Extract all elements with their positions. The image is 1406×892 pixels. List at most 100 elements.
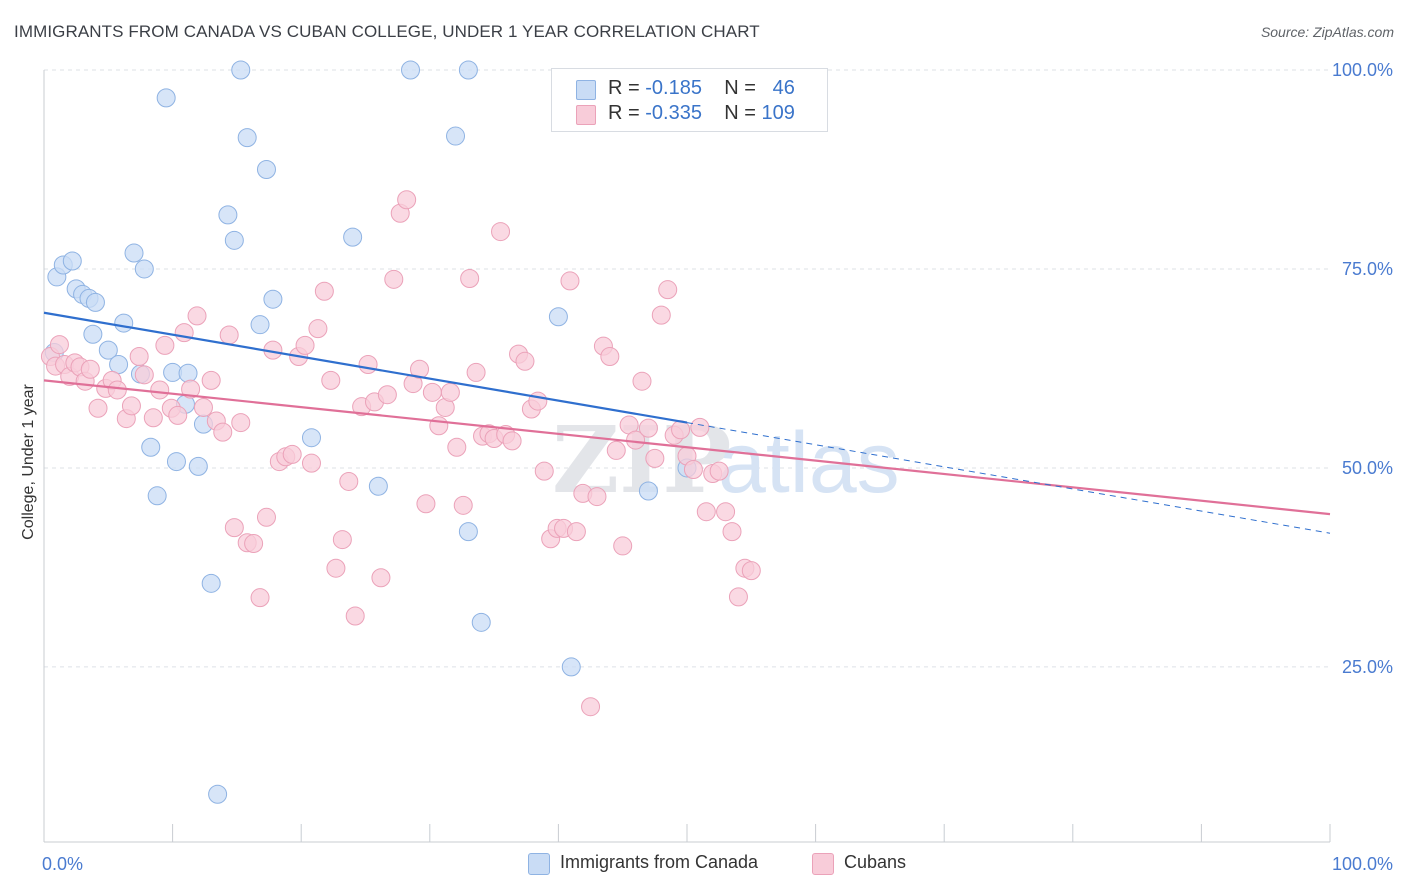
data-point: [218, 205, 238, 225]
data-point: [326, 558, 346, 578]
data-point: [683, 460, 703, 480]
data-point: [88, 398, 108, 418]
data-point: [168, 405, 188, 425]
data-point: [741, 561, 761, 581]
source-credit: Source: ZipAtlas.com: [1260, 24, 1394, 40]
data-point: [244, 534, 264, 554]
data-point: [188, 456, 208, 476]
data-point: [109, 354, 129, 374]
data-point: [147, 486, 167, 506]
data-point: [49, 335, 69, 355]
data-point: [345, 606, 365, 626]
data-point: [728, 587, 748, 607]
data-point: [343, 227, 363, 247]
legend-swatch-canada: [576, 80, 596, 100]
data-point: [658, 280, 678, 300]
data-point: [282, 444, 302, 464]
legend-n-value: 46: [772, 77, 795, 99]
data-point: [447, 437, 467, 457]
legend-swatch-canada: [528, 853, 550, 875]
chart-title: IMMIGRANTS FROM CANADA VS CUBAN COLLEGE,…: [14, 22, 760, 41]
data-point: [208, 784, 228, 804]
data-point: [80, 359, 100, 379]
grid-lines: [44, 69, 1330, 668]
axes: [43, 70, 1331, 843]
legend-n-label: N =: [724, 102, 762, 124]
data-point: [231, 413, 251, 433]
data-point: [187, 306, 207, 326]
legend-n-value: 109: [761, 102, 795, 124]
data-point: [250, 588, 270, 608]
data-point: [250, 315, 270, 335]
data-point: [150, 380, 170, 400]
data-point: [502, 431, 522, 451]
data-point: [308, 319, 328, 339]
data-point: [613, 536, 633, 556]
data-point: [219, 325, 239, 345]
data-point: [548, 307, 568, 327]
data-point: [446, 126, 466, 146]
data-point: [213, 422, 233, 442]
data-point: [458, 522, 478, 542]
data-point: [466, 362, 486, 382]
legend-swatch-cubans: [576, 105, 596, 125]
data-point: [560, 271, 580, 291]
data-point: [155, 335, 175, 355]
series-legend: Immigrants from Canada Cubans: [0, 850, 1406, 880]
y-axis-label: College, Under 1 year: [20, 384, 37, 540]
data-point: [134, 259, 154, 279]
legend-row-cubans: R = -0.335 N = 109: [552, 102, 827, 126]
data-point: [107, 380, 127, 400]
data-point: [224, 518, 244, 538]
data-point: [358, 354, 378, 374]
data-point: [98, 340, 118, 360]
data-point: [121, 396, 141, 416]
data-point: [201, 370, 221, 390]
legend-r-value: -0.335: [645, 102, 702, 124]
data-point: [237, 128, 257, 148]
data-point: [600, 347, 620, 367]
data-point: [231, 60, 251, 80]
data-point: [156, 88, 176, 108]
data-point: [193, 397, 213, 417]
data-point: [645, 448, 665, 468]
data-point: [690, 417, 710, 437]
data-point: [709, 461, 729, 481]
data-point: [256, 159, 276, 179]
data-point: [651, 305, 671, 325]
data-point: [339, 471, 359, 491]
data-point: [166, 452, 186, 472]
data-point: [295, 335, 315, 355]
data-point: [638, 418, 658, 438]
legend-swatch-cubans: [812, 853, 834, 875]
data-point: [410, 359, 430, 379]
data-point: [83, 324, 103, 344]
data-point: [440, 382, 460, 402]
trend-lines: [43, 311, 1331, 534]
data-point: [422, 382, 442, 402]
data-point: [429, 416, 449, 436]
data-point: [587, 487, 607, 507]
data-point: [471, 612, 491, 632]
data-point: [141, 437, 161, 457]
data-point: [377, 385, 397, 405]
data-point: [181, 379, 201, 399]
data-point: [62, 251, 82, 271]
tick-labels: 100.0% 75.0% 50.0% 25.0% 0.0% 100.0%: [42, 60, 1393, 874]
watermark-atlas: atlas: [718, 415, 900, 511]
data-point: [368, 476, 388, 496]
data-point: [134, 365, 154, 385]
data-point: [114, 313, 134, 333]
data-point: [722, 522, 742, 542]
legend-row-canada: R = -0.185 N = 46: [552, 77, 827, 101]
data-point: [458, 60, 478, 80]
data-point: [124, 243, 144, 263]
y-tick-label: 75.0%: [1342, 259, 1393, 279]
y-tick-label: 100.0%: [1332, 60, 1393, 80]
data-point: [606, 440, 626, 460]
data-point: [263, 289, 283, 309]
data-point: [301, 453, 321, 473]
trend-line-cubans: [43, 379, 1331, 516]
data-point: [301, 428, 321, 448]
